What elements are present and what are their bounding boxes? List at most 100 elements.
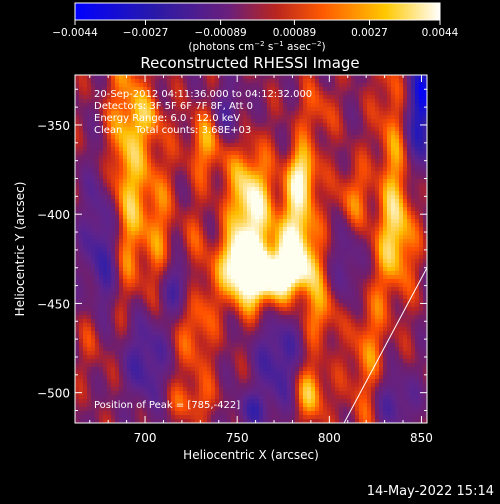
heatmap-cell [207, 247, 211, 251]
heatmap-cell [111, 219, 115, 223]
heatmap-cell [411, 247, 415, 251]
heatmap-cell [111, 243, 115, 247]
heatmap-cell [103, 299, 107, 303]
heatmap-cell [175, 243, 179, 247]
heatmap-cell [315, 287, 319, 291]
heatmap-cell [179, 203, 183, 207]
heatmap-cell [239, 247, 243, 251]
heatmap-cell [371, 131, 375, 135]
heatmap-cell [243, 139, 247, 143]
heatmap-cell [159, 239, 163, 243]
heatmap-cell [163, 219, 167, 223]
heatmap-cell [415, 271, 419, 275]
heatmap-cell [175, 143, 179, 147]
heatmap-cell [299, 127, 303, 131]
heatmap-cell [87, 283, 91, 287]
heatmap-cell [255, 295, 259, 299]
heatmap-cell [267, 123, 271, 127]
heatmap-cell [311, 159, 315, 163]
heatmap-cell [119, 259, 123, 263]
heatmap-cell [315, 119, 319, 123]
heatmap-cell [379, 179, 383, 183]
heatmap-cell [311, 239, 315, 243]
heatmap-cell [303, 279, 307, 283]
heatmap-cell [75, 135, 79, 139]
heatmap-cell [107, 239, 111, 243]
heatmap-cell [411, 123, 415, 127]
heatmap-cell [303, 263, 307, 267]
heatmap-cell [203, 83, 207, 87]
heatmap-cell [375, 83, 379, 87]
heatmap-cell [99, 203, 103, 207]
heatmap-cell [275, 155, 279, 159]
heatmap-cell [415, 159, 419, 163]
heatmap-cell [251, 279, 255, 283]
heatmap-cell [115, 183, 119, 187]
heatmap-cell [303, 291, 307, 295]
heatmap-cell [95, 187, 99, 191]
heatmap-cell [267, 111, 271, 115]
heatmap-cell [279, 183, 283, 187]
heatmap-cell [223, 239, 227, 243]
heatmap-cell [247, 187, 251, 191]
heatmap-cell [379, 271, 383, 275]
heatmap-cell [143, 187, 147, 191]
heatmap-cell [203, 179, 207, 183]
heatmap-cell [183, 227, 187, 231]
heatmap-cell [255, 139, 259, 143]
heatmap-cell [131, 283, 135, 287]
heatmap-cell [323, 155, 327, 159]
heatmap-cell [179, 279, 183, 283]
heatmap-cell [311, 75, 315, 79]
heatmap-cell [175, 155, 179, 159]
heatmap-cell [367, 275, 371, 279]
heatmap-cell [207, 271, 211, 275]
heatmap-cell [159, 223, 163, 227]
heatmap-cell [375, 139, 379, 143]
heatmap-cell [91, 203, 95, 207]
heatmap-cell [395, 287, 399, 291]
heatmap-cell [111, 227, 115, 231]
heatmap-cell [199, 147, 203, 151]
heatmap-cell [403, 247, 407, 251]
heatmap-cell [291, 255, 295, 259]
heatmap-cell [75, 111, 79, 115]
heatmap-cell [107, 227, 111, 231]
heatmap-cell [323, 143, 327, 147]
heatmap-cell [111, 203, 115, 207]
heatmap-cell [227, 219, 231, 223]
heatmap-cell [219, 79, 223, 83]
heatmap-cell [175, 223, 179, 227]
heatmap-cell [315, 279, 319, 283]
heatmap-cell [207, 231, 211, 235]
heatmap-cell [167, 155, 171, 159]
heatmap-cell [415, 291, 419, 295]
heatmap-cell [123, 295, 127, 299]
heatmap-cell [227, 235, 231, 239]
heatmap-cell [283, 135, 287, 139]
heatmap-cell [319, 79, 323, 83]
heatmap-cell [147, 175, 151, 179]
heatmap-cell [319, 215, 323, 219]
heatmap-cell [283, 231, 287, 235]
heatmap-cell [419, 247, 423, 251]
heatmap-cell [391, 179, 395, 183]
heatmap-cell [255, 199, 259, 203]
heatmap-cell [107, 279, 111, 283]
heatmap-cell [399, 227, 403, 231]
heatmap-cell [295, 195, 299, 199]
heatmap-cell [171, 239, 175, 243]
heatmap-cell [119, 279, 123, 283]
heatmap-cell [235, 199, 239, 203]
heatmap-cell [171, 159, 175, 163]
heatmap-cell [211, 147, 215, 151]
heatmap-cell [255, 211, 259, 215]
heatmap-cell [167, 139, 171, 143]
heatmap-cell [351, 87, 355, 91]
heatmap-cell [83, 103, 87, 107]
heatmap-cell [179, 215, 183, 219]
heatmap-cell [103, 283, 107, 287]
heatmap-cell [327, 247, 331, 251]
heatmap-cell [271, 299, 275, 303]
heatmap-cell [243, 247, 247, 251]
